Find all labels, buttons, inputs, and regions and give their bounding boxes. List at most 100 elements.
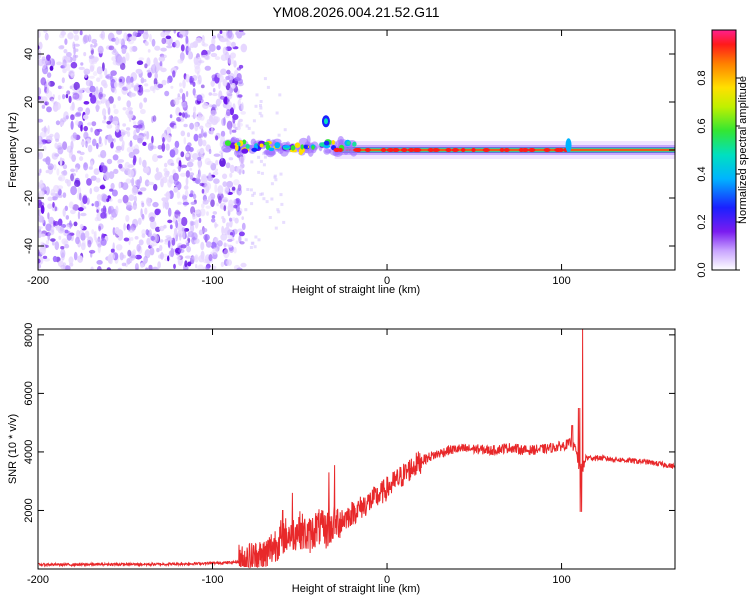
noise-cell (100, 238, 107, 246)
noise-cell (134, 236, 139, 240)
noise-cell (133, 121, 137, 125)
noise-cell (70, 120, 74, 130)
noise-cell (238, 31, 246, 36)
noise-cell (132, 31, 138, 37)
noise-cell (202, 102, 209, 109)
noise-cell (193, 209, 201, 214)
noise-cell (182, 201, 190, 206)
noise-cell (202, 199, 209, 205)
noise-cell (159, 239, 164, 243)
noise-cell (131, 205, 138, 210)
noise-cell (133, 86, 140, 92)
noise-cell (229, 172, 233, 178)
noise-cell (199, 182, 205, 187)
noise-cell (169, 149, 176, 158)
noise-cell (180, 130, 186, 137)
noise-cell (242, 44, 246, 50)
noise-cell (151, 38, 156, 47)
noise-cell (252, 191, 256, 195)
noise-cell (214, 222, 218, 229)
noise-cell (225, 75, 231, 81)
noise-cell (142, 166, 150, 174)
noise-cell (201, 203, 205, 209)
noise-cell (72, 204, 79, 211)
noise-cell (56, 61, 62, 66)
transition-cell (294, 142, 301, 148)
transition-cell (300, 144, 304, 150)
noise-cell (178, 112, 182, 116)
noise-cell (57, 218, 63, 226)
noise-cell (208, 92, 213, 96)
noise-cell (48, 229, 55, 236)
noise-cell (114, 36, 120, 46)
noise-cell (141, 202, 145, 208)
noise-cell (102, 62, 105, 72)
noise-cell (63, 49, 68, 54)
noise-cell (180, 172, 187, 177)
noise-cell (127, 37, 135, 45)
noise-cell (130, 255, 138, 259)
noise-cell (270, 182, 274, 186)
noise-cell (143, 89, 151, 93)
noise-cell (79, 192, 82, 201)
y-tick-label: 8000 (23, 323, 35, 347)
noise-cell (92, 71, 98, 77)
noise-cell (207, 195, 212, 202)
noise-cell (170, 162, 175, 167)
noise-cell (78, 66, 85, 70)
noise-cell (278, 93, 282, 97)
noise-cell (38, 172, 41, 176)
noise-cell (170, 247, 174, 258)
noise-cell (116, 30, 123, 35)
noise-cell (259, 100, 263, 103)
noise-cell (274, 178, 278, 182)
noise-cell (198, 229, 203, 236)
noise-cell (257, 238, 261, 242)
noise-cell (206, 161, 214, 166)
noise-cell (38, 151, 43, 160)
noise-cell (51, 196, 58, 201)
noise-cell (46, 79, 51, 89)
noise-cell (80, 62, 84, 66)
noise-cell (131, 146, 136, 150)
noise-cell (277, 210, 281, 214)
noise-cell (165, 35, 172, 40)
noise-cell (196, 56, 202, 66)
noise-cell (254, 104, 258, 108)
noise-cell (101, 165, 108, 174)
noise-cell (62, 141, 68, 151)
noise-cell (149, 220, 157, 230)
noise-cell (144, 63, 148, 69)
noise-cell (89, 85, 96, 93)
noise-cell (47, 163, 54, 171)
noise-cell (82, 195, 88, 205)
noise-cell (237, 78, 243, 85)
noise-cell (175, 247, 181, 254)
noise-cell (96, 238, 102, 247)
noise-cell (233, 199, 237, 205)
noise-cell (54, 241, 60, 251)
noise-cell (229, 232, 234, 236)
noise-cell (196, 173, 200, 180)
noise-cell (200, 54, 208, 58)
noise-cell (279, 172, 283, 176)
noise-cell (194, 238, 200, 244)
noise-cell (38, 263, 42, 269)
noise-cell (179, 33, 183, 39)
noise-cell (123, 223, 126, 231)
noise-cell (150, 64, 157, 74)
noise-cell (121, 262, 127, 267)
noise-cell (203, 234, 210, 241)
noise-cell (262, 163, 266, 167)
noise-cell (115, 124, 120, 133)
noise-cell (131, 45, 138, 52)
noise-cell (51, 240, 55, 246)
noise-cell (132, 158, 136, 166)
noise-cell (61, 238, 68, 245)
noise-cell (167, 239, 171, 248)
noise-cell (212, 171, 219, 176)
noise-cell (217, 192, 224, 201)
noise-cell (51, 98, 54, 103)
noise-cell (90, 160, 94, 168)
noise-cell (151, 135, 154, 144)
